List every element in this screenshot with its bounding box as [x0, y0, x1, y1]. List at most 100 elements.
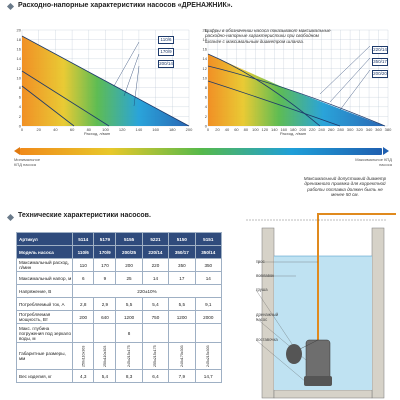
table-cell: 350/14 [194, 245, 223, 259]
table-cell: 200/25 [115, 245, 143, 259]
table-cell: 5,4 [93, 369, 117, 383]
chart-right-xtick: 300 [347, 127, 354, 132]
kpd-min-label: Минимальное КПД насоса [14, 157, 41, 167]
chart-right-xtick: 280 [337, 127, 344, 132]
section1-title: Расходно-напорные характеристики насосов… [18, 2, 233, 9]
chart-right-xtick: 340 [366, 127, 373, 132]
table-cell: 1200 [168, 310, 196, 324]
table-cell: 350/17 [168, 245, 196, 259]
table-cell: 14 [194, 271, 223, 285]
section2-title: Технические характеристики насосов. [18, 212, 151, 219]
table-cell: 170 [93, 258, 117, 272]
table-cell: 110 [71, 258, 95, 272]
kpd-max-label: Максимальное КПД насоса [355, 157, 392, 167]
legend-left-2: 170/9 [158, 48, 174, 56]
table-cell [93, 323, 117, 343]
table-cell: 2,9 [93, 297, 117, 311]
chart-right-xtick: 80 [244, 127, 249, 132]
legend-right-3: 200/20 [372, 70, 388, 78]
chart-right-ytick: 0 [205, 123, 208, 128]
table-row-label: Потребляемая мощность, Вт [16, 310, 73, 324]
table-cell: 350 [194, 258, 223, 272]
chart-right-xtick: 380 [385, 127, 392, 132]
table-cell: 17 [168, 271, 196, 285]
chart-left-xtick: 140 [136, 127, 143, 132]
table-cell: 7,9 [168, 369, 196, 383]
chart-left-xtick: 160 [152, 127, 159, 132]
table-cell: 14 [141, 271, 170, 285]
table-cell: 4,3 [71, 369, 95, 383]
chart-right-ytick: 10 [203, 75, 208, 80]
table-row-label: Габаритные размеры, мм [16, 342, 73, 370]
table-cell: 245х215х303 [195, 342, 222, 370]
table-cell: 1200 [115, 310, 143, 324]
chart-left-ytick: 0 [19, 123, 22, 128]
chart-left-ytick: 8 [19, 85, 22, 90]
table-cell: 9 [93, 271, 117, 285]
chart-right-ytick: 4 [205, 104, 208, 109]
diagram-label-pump: дренажный насос [256, 312, 279, 322]
chart-left-ytick: 2 [19, 114, 22, 119]
table-cell: 110/6 [71, 245, 95, 259]
chart-left-xtick: 120 [119, 127, 126, 132]
spec-table: Артикул 5114 5179 5155 5221 5150 5151 Модель на… [16, 232, 223, 383]
table-cell: 6,4 [141, 369, 170, 383]
table-row-label: Модель насоса [16, 245, 73, 259]
chart-right-ytick: 18 [203, 37, 208, 42]
diagram-label-tros: трос [256, 259, 265, 264]
table-row: Потребляемая мощность, Вт 200 640 1200 750 12… [16, 310, 223, 324]
table-cell: 240х170х303 [168, 342, 196, 370]
kpd-max-icon [383, 147, 389, 155]
table-cell: 14,7 [194, 369, 223, 383]
table-cell: 200 [115, 258, 143, 272]
chart-right-ytick: 8 [205, 85, 208, 90]
table-cell: 5,4 [141, 297, 170, 311]
table-cell: 8 [115, 323, 143, 343]
table-cell: 255х215х175 [142, 342, 169, 370]
chart-left-ytick: 10 [17, 75, 22, 80]
chart-left-xtick: 180 [169, 127, 176, 132]
table-cell: 220/14 [141, 245, 170, 259]
note-top: Цифры в обозначении насоса показывают ма… [205, 28, 331, 44]
diagram-label-stand: поставочка [256, 337, 278, 342]
table-cell: 350 [168, 258, 196, 272]
section-bullet-icon [6, 213, 15, 222]
chart-left-ytick: 12 [17, 66, 22, 71]
chart-right-xtick: 120 [261, 127, 268, 132]
table-row-label: Артикул [16, 232, 73, 246]
table-cell: 5,5 [168, 297, 196, 311]
chart-right-xtick: 160 [280, 127, 287, 132]
chart-right-xtick: 320 [356, 127, 363, 132]
table-cell: 220±10% [72, 284, 222, 298]
table-cell: 245х215х175 [115, 342, 143, 370]
chart-right-xtick: 260 [328, 127, 335, 132]
chart-right-ytick: 14 [203, 56, 208, 61]
table-cell: 5,5 [115, 297, 143, 311]
table-row: Модель насоса 110/6 170/9 200/25 220/14 350/1… [16, 245, 223, 259]
table-cell: 5155 [115, 232, 143, 246]
chart-left-ytick: 20 [17, 27, 22, 32]
table-row: Макс. глубина погружения под зеркало вод… [16, 323, 223, 343]
table-cell: 5151 [194, 232, 223, 246]
chart-left-xtick: 60 [70, 127, 75, 132]
chart-right-ytick: 12 [203, 66, 208, 71]
table-cell [71, 323, 95, 343]
chart-right-ytick: 6 [205, 95, 208, 100]
legend-left-3: 200/14 [158, 60, 174, 68]
chart-right-xtick: 220 [309, 127, 316, 132]
chart-right-xtick: 240 [318, 127, 325, 132]
section-bullet-icon [6, 2, 15, 11]
chart-left-ytick: 4 [19, 104, 22, 109]
table-cell: 170/9 [93, 245, 117, 259]
table-cell: 220 [141, 258, 170, 272]
legend-right-1: 220/14 [372, 46, 388, 54]
table-cell: 250х110х303 [93, 342, 116, 370]
chart-right-ytick: 2 [205, 114, 208, 119]
table-cell: 2,8 [71, 297, 95, 311]
table-row-label: Максимальный напор, м [16, 271, 73, 285]
table-cell: 5150 [168, 232, 196, 246]
chart-right-xtick: 360 [375, 127, 382, 132]
kpd-bar [20, 148, 382, 155]
chart-right-xtick: 60 [234, 127, 239, 132]
chart-left-xtick: 100 [102, 127, 109, 132]
